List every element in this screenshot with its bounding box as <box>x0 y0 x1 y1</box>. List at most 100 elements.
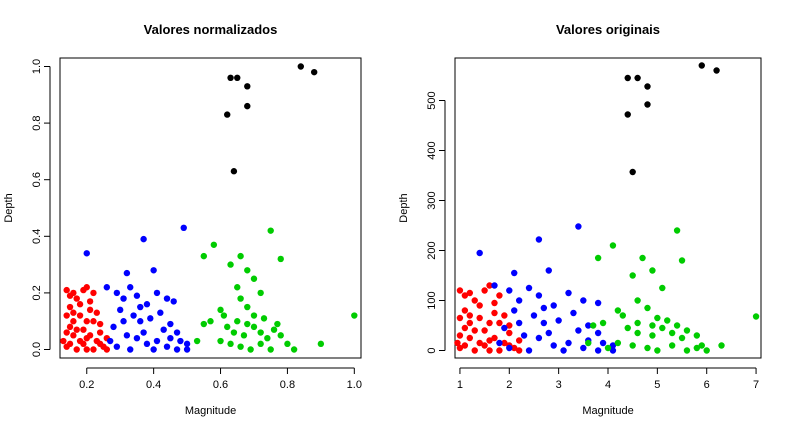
data-point <box>476 339 483 347</box>
data-point <box>515 297 523 304</box>
data-point <box>73 326 80 333</box>
data-point <box>525 284 533 292</box>
data-point <box>70 309 77 316</box>
data-point <box>506 344 513 352</box>
data-point <box>217 337 224 345</box>
data-point <box>496 292 503 299</box>
data-point <box>511 269 518 277</box>
data-point <box>96 329 104 336</box>
data-point <box>644 344 651 352</box>
data-point <box>486 319 493 327</box>
data-point <box>66 323 74 331</box>
data-point <box>654 347 661 354</box>
x-axis-label: Magnitude <box>185 405 236 417</box>
data-point <box>106 337 114 345</box>
data-point <box>594 254 602 262</box>
data-point <box>649 267 656 274</box>
data-point <box>718 342 725 349</box>
series-2 <box>476 223 617 354</box>
y-tick-label: 300 <box>426 191 438 209</box>
data-point <box>70 318 77 325</box>
data-point <box>515 319 523 327</box>
data-point <box>270 326 278 333</box>
data-point <box>83 334 90 342</box>
chart-title: Valores normalizados <box>144 22 278 37</box>
data-point <box>127 284 134 291</box>
data-point <box>575 223 582 230</box>
data-point <box>703 347 710 354</box>
data-point <box>634 74 641 82</box>
data-point <box>153 337 161 345</box>
y-tick-label: 0.4 <box>31 229 43 244</box>
data-point <box>461 307 469 314</box>
data-point <box>454 339 461 347</box>
data-point <box>471 347 478 354</box>
data-point <box>575 327 582 334</box>
series-1 <box>454 282 523 354</box>
data-point <box>137 318 144 325</box>
data-point <box>230 168 238 175</box>
data-point <box>317 340 325 348</box>
data-point <box>683 327 691 334</box>
data-point <box>244 83 251 90</box>
data-point <box>210 241 218 248</box>
data-point <box>624 74 631 82</box>
data-point <box>530 312 538 319</box>
data-point <box>506 329 513 337</box>
data-point <box>545 329 552 337</box>
data-point <box>237 295 244 302</box>
data-point <box>540 304 548 312</box>
data-point <box>170 298 177 305</box>
data-point <box>560 347 567 354</box>
data-point <box>456 332 464 339</box>
data-point <box>486 282 493 289</box>
data-point <box>501 312 508 319</box>
data-point <box>594 347 602 354</box>
data-point <box>481 287 488 294</box>
data-point <box>237 343 244 350</box>
data-point <box>461 342 469 349</box>
y-tick-label: 100 <box>426 291 438 309</box>
data-point <box>150 267 157 274</box>
y-tick-label: 1.0 <box>31 59 43 74</box>
data-point <box>624 324 631 332</box>
data-point <box>234 284 241 291</box>
data-point <box>506 322 513 329</box>
data-point <box>693 344 701 352</box>
data-point <box>678 257 686 264</box>
data-point <box>163 295 171 302</box>
data-point <box>565 339 572 347</box>
data-point <box>456 344 464 352</box>
data-point <box>63 312 70 319</box>
data-point <box>476 314 483 322</box>
data-point <box>664 317 671 324</box>
data-point <box>565 289 572 297</box>
data-point <box>250 312 258 319</box>
x-tick-label: 3 <box>556 379 562 391</box>
data-point <box>130 312 137 319</box>
data-point <box>614 307 622 314</box>
x-tick-label: 0.2 <box>79 379 94 391</box>
data-point <box>629 168 636 176</box>
data-point <box>66 303 74 311</box>
data-point <box>143 340 151 348</box>
data-point <box>594 329 602 337</box>
data-point <box>277 332 284 339</box>
data-point <box>535 236 543 243</box>
data-point <box>668 329 676 337</box>
data-point <box>173 346 181 353</box>
y-tick-label: 0.6 <box>31 172 43 187</box>
data-point <box>260 315 268 322</box>
data-point <box>466 319 474 327</box>
data-point <box>535 334 543 342</box>
data-point <box>604 344 612 352</box>
data-point <box>200 320 208 328</box>
data-point <box>580 344 587 352</box>
data-point <box>713 67 720 74</box>
data-point <box>244 102 251 110</box>
data-point <box>193 337 201 345</box>
data-point <box>70 289 77 297</box>
data-point <box>127 346 134 353</box>
x-tick-label: 0.6 <box>213 379 228 391</box>
